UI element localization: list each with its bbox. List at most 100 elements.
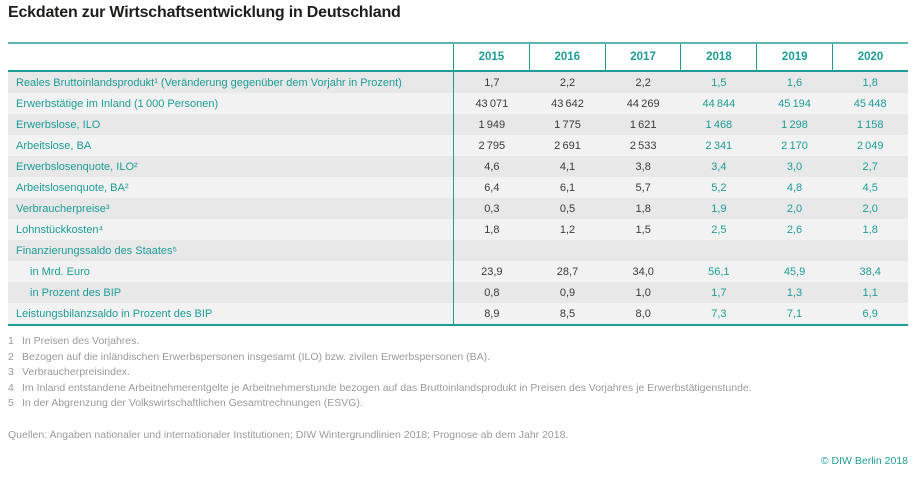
value-cell: 43 642 [551,97,584,110]
table-header-row: 2015 2016 2017 2018 2019 2020 [8,42,908,72]
footnote-number: 5 [8,397,14,409]
value-cell: 0,5 [559,202,576,215]
value-cell: 0,9 [559,286,576,299]
value-cell: 8,0 [635,307,651,320]
value-cell [605,240,681,261]
row-label: Arbeitslose, BA [8,135,454,156]
value-cell: 3,4 [711,160,727,173]
value-cell: 2,0 [862,202,878,215]
source-line: Quellen: Angaben nationaler und internat… [8,429,569,441]
value-cell: 1 298 [781,118,808,131]
footnote: 3 Verbraucherpreisindex. [8,365,912,381]
value-cell: 43 071 [475,97,509,110]
footnote-text: Im Inland entstandene Arbeitnehmerentgel… [22,381,752,394]
year-header-2015: 2015 [478,51,505,63]
value-cell: 2 170 [781,139,808,152]
row-label: Lohnstückkosten⁴ [8,219,454,240]
value-cell: 1 158 [856,118,884,131]
value-cell: 1 468 [705,118,733,131]
value-cell [530,240,606,261]
value-cell: 1,5 [635,223,651,236]
footnote: 1 In Preisen des Vorjahres. [8,334,912,350]
table-row: Erwerbstätige im Inland (1 000 Personen)… [8,93,908,114]
value-cell [454,240,530,261]
value-cell: 7,3 [711,307,727,320]
year-header-2017: 2017 [604,44,681,70]
page-title: Eckdaten zur Wirtschaftsentwicklung in D… [8,4,401,21]
value-cell: 3,0 [786,160,803,173]
value-cell: 1,3 [786,286,803,299]
value-cell: 38,4 [859,265,881,278]
footnote-text: In Preisen des Vorjahres. [22,335,140,347]
value-cell: 2,5 [711,223,727,236]
table-row: Erwerbslosenquote, ILO² 4,6 4,1 3,8 3,4 3,0 2,… [8,156,908,177]
value-cell: 2,7 [862,160,878,173]
value-cell: 4,6 [484,160,500,173]
value-cell: 4,1 [559,160,576,173]
value-cell: 4,5 [862,181,878,194]
value-cell: 7,1 [786,307,803,320]
value-cell: 45 194 [778,97,811,110]
footnote-text: Verbraucherpreisindex. [22,366,130,378]
footnote: 4 Im Inland entstandene Arbeitnehmerentg… [8,381,912,397]
row-label: in Prozent des BIP [8,282,454,303]
table-row: Reales Bruttoinlandsprodukt¹ (Veränderun… [8,72,908,93]
table-row: Lohnstückkosten⁴ 1,8 1,2 1,5 2,5 2,6 1,8 [8,219,908,240]
footnote-number: 2 [8,350,14,363]
table-row: in Prozent des BIP 0,8 0,9 1,0 1,7 1,3 1,1 [8,282,908,303]
value-cell: 6,9 [862,307,878,320]
value-cell: 1,0 [635,286,651,299]
value-cell: 6,4 [484,181,500,194]
year-header-2016: 2016 [528,44,605,70]
value-cell: 1 621 [629,118,657,131]
value-cell: 2 795 [478,139,506,152]
year-header-2020: 2020 [832,44,908,70]
value-cell: 1,7 [711,286,727,299]
value-cell: 1,5 [711,76,727,89]
value-cell: 0,3 [484,202,500,215]
year-header-2019: 2019 [756,44,832,70]
value-cell: 1,1 [862,286,878,299]
value-cell: 2 049 [856,139,884,152]
value-cell: 2 533 [629,139,657,152]
value-cell: 1,8 [635,202,651,215]
value-cell: 2 691 [554,139,581,152]
row-label: Erwerbstätige im Inland (1 000 Personen) [8,93,454,114]
table-row: Arbeitslosenquote, BA² 6,4 6,1 5,7 5,2 4,8 4,5 [8,177,908,198]
value-cell: 1 775 [554,118,581,131]
year-header-2018: 2018 [680,44,756,70]
footnote-number: 4 [8,381,14,394]
value-cell: 8,9 [484,307,500,320]
row-label: Finanzierungssaldo des Staates⁵ [8,240,454,261]
footnote-text: In der Abgrenzung der Volkswirtschaftlic… [22,397,363,409]
table-body: Reales Bruttoinlandsprodukt¹ (Veränderun… [8,72,908,326]
table-row: Erwerbslose, ILO 1 949 1 775 1 621 1 468 1 29… [8,114,908,135]
value-cell: 1,8 [862,76,878,89]
value-cell: 3,8 [635,160,651,173]
table-row: Finanzierungssaldo des Staates⁵ [8,240,908,261]
value-cell: 2,2 [559,76,576,89]
value-cell: 2 341 [705,139,733,152]
row-label: Leistungsbilanzsaldo in Prozent des BIP [8,303,454,324]
footnote-number: 3 [8,366,14,378]
value-cell: 2,6 [786,223,803,236]
row-label: in Mrd. Euro [8,261,454,282]
table-row: Arbeitslose, BA 2 795 2 691 2 533 2 341 2 170… [8,135,908,156]
value-cell: 2,2 [635,76,651,89]
value-cell: 45,9 [783,265,806,278]
table-row: in Mrd. Euro 23,9 28,7 34,0 56,1 45,9 38,4 [8,261,908,282]
value-cell: 5,2 [711,181,727,194]
value-cell: 1,7 [484,76,500,89]
economic-indicators-table: 2015 2016 2017 2018 2019 2020 Reales Bruttoin… [8,42,908,326]
value-cell: 1,6 [786,76,803,89]
row-label: Verbraucherpreise³ [8,198,454,219]
value-cell: 45 448 [853,97,887,110]
value-cell: 34,0 [632,265,654,278]
value-cell: 1,8 [862,223,878,236]
footnote-text: Bezogen auf die inländischen Erwerbspers… [22,350,491,363]
footnotes: 1 In Preisen des Vorjahres. 2 Bezogen au… [8,334,912,412]
value-cell: 44 844 [702,97,736,110]
value-cell: 2,0 [786,202,803,215]
footnote-number: 1 [8,335,14,347]
